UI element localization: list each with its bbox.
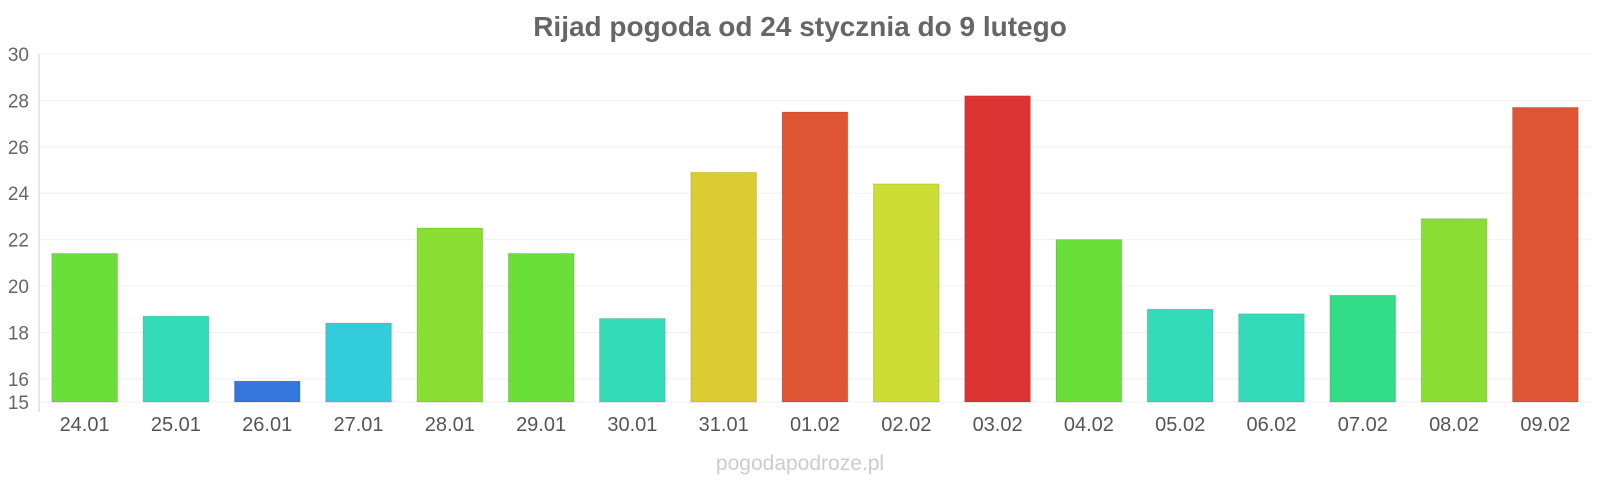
- x-tick-label: 24.01: [60, 414, 110, 436]
- x-tick-label: 31.01: [699, 414, 749, 436]
- x-axis-ticks: 24.01 25.01 26.01 27.01 28.01 29.01 30.01 31.01…: [60, 414, 1571, 436]
- bar-06.02: [1238, 313, 1305, 403]
- y-tick-label: 24: [8, 184, 30, 205]
- x-tick-label: 30.01: [607, 414, 657, 436]
- bar-30.01: [599, 318, 666, 403]
- y-tick-label: 26: [8, 138, 29, 159]
- y-tick-label: 15: [8, 393, 29, 414]
- bar-01.02: [781, 111, 849, 403]
- bar-29.01: [507, 253, 575, 403]
- bars: [51, 95, 1579, 403]
- y-tick-label: 30: [8, 45, 29, 66]
- bar-07.02: [1329, 294, 1397, 403]
- y-tick-label: 28: [8, 91, 29, 112]
- x-tick-label: 05.02: [1155, 414, 1205, 436]
- bar-27.01: [325, 322, 392, 403]
- bar-03.02: [964, 95, 1031, 403]
- bar-08.02: [1420, 218, 1488, 403]
- bar-24.01: [51, 253, 118, 403]
- x-tick-label: 04.02: [1064, 414, 1114, 436]
- y-tick-label: 18: [8, 323, 29, 344]
- watermark: pogodapodroze.pl: [716, 452, 884, 475]
- x-tick-label: 09.02: [1520, 414, 1570, 436]
- x-tick-label: 26.01: [242, 414, 292, 436]
- bar-26.01: [233, 380, 301, 403]
- x-tick-label: 27.01: [333, 414, 383, 436]
- chart-title: Rijad pogoda od 24 stycznia do 9 lutego: [533, 11, 1067, 42]
- x-tick-label: 02.02: [881, 414, 931, 436]
- bar-25.01: [142, 315, 210, 403]
- bar-09.02: [1512, 106, 1579, 403]
- bar-02.02: [872, 183, 940, 403]
- bar-31.01: [690, 171, 757, 403]
- x-tick-label: 03.02: [973, 414, 1023, 436]
- x-tick-label: 28.01: [425, 414, 475, 436]
- y-tick-label: 22: [8, 231, 29, 252]
- x-tick-label: 29.01: [516, 414, 566, 436]
- bar-05.02: [1146, 308, 1214, 403]
- bar-28.01: [416, 227, 484, 403]
- x-tick-label: 01.02: [790, 414, 840, 436]
- x-tick-label: 25.01: [151, 414, 201, 436]
- x-tick-label: 06.02: [1246, 414, 1296, 436]
- bar-04.02: [1055, 239, 1123, 403]
- x-tick-label: 08.02: [1429, 414, 1479, 436]
- y-tick-label: 20: [8, 277, 29, 298]
- y-tick-label: 16: [8, 370, 29, 391]
- x-tick-label: 07.02: [1338, 414, 1388, 436]
